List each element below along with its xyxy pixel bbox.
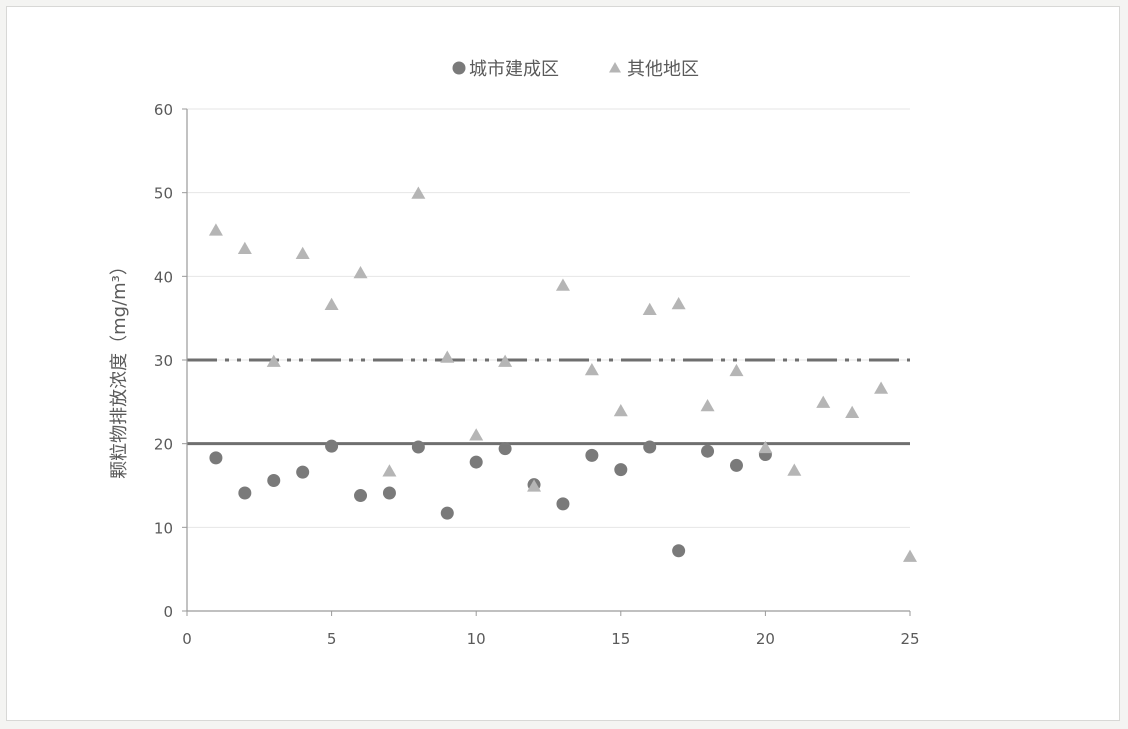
data-point-other (874, 381, 889, 394)
data-point-other (440, 350, 455, 363)
data-point-urban (411, 440, 425, 454)
data-point-other (208, 223, 223, 236)
data-point-urban (585, 448, 599, 462)
y-tick-label: 50 (154, 185, 173, 203)
legend-triangle-marker (609, 62, 621, 73)
x-tick-label: 20 (756, 630, 775, 648)
data-point-urban (209, 451, 223, 465)
data-point-other (324, 297, 339, 311)
y-tick-label: 40 (154, 268, 173, 286)
y-tick-label: 20 (154, 436, 173, 454)
data-point-other (469, 428, 484, 441)
y-tick-labels: 0 10 20 30 40 50 60 (154, 101, 173, 621)
y-tick-label: 30 (154, 352, 173, 370)
x-tick-label: 10 (467, 630, 486, 648)
y-tick-label: 0 (163, 603, 173, 621)
x-tick-label: 5 (327, 630, 337, 648)
data-point-other (498, 354, 513, 367)
data-point-other (903, 549, 917, 562)
data-point-other (353, 265, 368, 279)
data-point-other (527, 479, 542, 492)
y-tick-label: 10 (154, 519, 173, 537)
x-tick-label: 15 (611, 630, 630, 648)
x-tick-labels: 0 5 10 15 20 25 (182, 630, 919, 648)
data-point-urban (296, 465, 310, 479)
reference-lines (187, 358, 910, 446)
data-point-urban (382, 486, 396, 500)
data-point-other (584, 363, 599, 376)
data-point-other (671, 296, 686, 310)
data-point-other (845, 405, 860, 418)
data-point-urban (498, 442, 512, 456)
gridlines (187, 108, 910, 528)
data-point-other (237, 241, 252, 254)
x-tick-label: 0 (182, 630, 192, 648)
axes (182, 108, 911, 616)
data-point-other (295, 246, 310, 259)
legend-label-other: 其他地区 (627, 59, 699, 80)
data-point-urban (267, 473, 281, 487)
data-point-other (613, 404, 628, 417)
data-point-urban (238, 486, 252, 500)
data-point-other (555, 278, 570, 291)
data-point-other (700, 399, 715, 412)
y-axis-title: 颗粒物排放浓度（mg/m³） (109, 257, 130, 479)
data-point-urban (701, 444, 715, 458)
data-point-urban (729, 458, 743, 472)
data-point-urban (643, 440, 657, 454)
data-point-other (758, 440, 773, 454)
data-point-urban (672, 544, 686, 558)
data-point-urban (354, 489, 368, 503)
data-point-urban (614, 463, 628, 477)
legend-label-urban: 城市建成区 (469, 59, 559, 80)
data-point-urban (469, 455, 483, 469)
legend: 城市建成区 其他地区 (452, 59, 699, 80)
data-point-other (411, 186, 426, 199)
y-tick-label: 60 (154, 101, 173, 119)
legend-circle-marker (452, 61, 466, 75)
data-point-other (816, 395, 831, 408)
data-point-other (266, 354, 281, 367)
data-point-urban (440, 506, 454, 520)
data-point-other (729, 363, 744, 377)
data-point-other (382, 464, 397, 477)
scatter-chart: 0 5 10 15 20 25 0 10 20 30 40 50 60 城市建成区 其他地区 颗粒物排… (109, 59, 920, 648)
data-points (208, 186, 917, 562)
data-point-other (787, 463, 802, 476)
data-point-urban (556, 497, 570, 511)
x-tick-label: 25 (900, 630, 919, 648)
data-point-other (642, 302, 657, 316)
chart-frame: 0 5 10 15 20 25 0 10 20 30 40 50 60 城市建成区 其他地区 颗粒物排… (6, 6, 1120, 721)
data-point-urban (325, 439, 339, 453)
